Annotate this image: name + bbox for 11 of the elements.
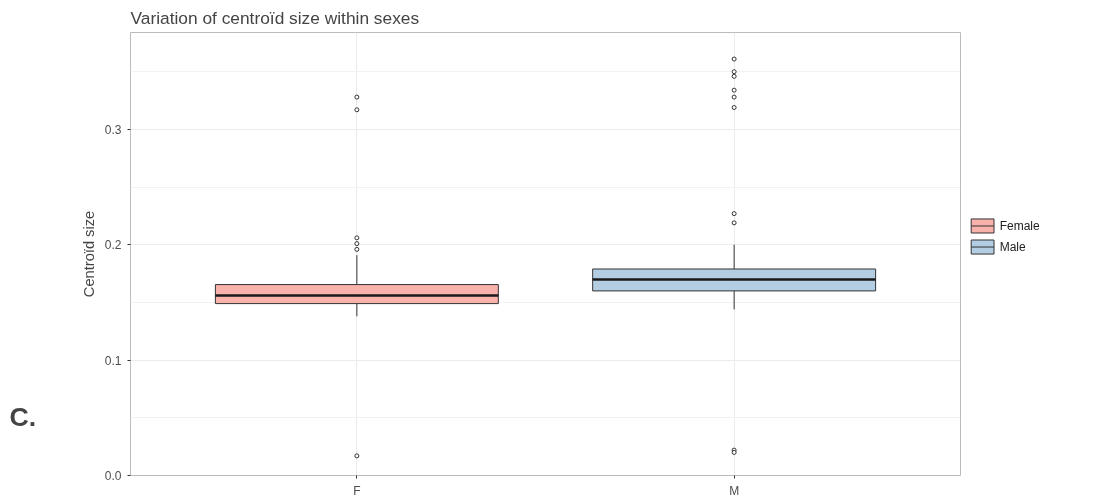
text: C. — [9, 402, 37, 433]
legend-label: Male — [999, 240, 1027, 255]
y-tick-label: 0.0 — [104, 469, 122, 483]
y-axis-title: Centroïd size — [80, 210, 97, 298]
y-tick-label: 0.1 — [104, 353, 122, 368]
y-tick-label: 0.3 — [104, 122, 122, 137]
x-tick-label: F — [353, 483, 361, 496]
y-tick-label: 0.2 — [104, 238, 122, 253]
legend-label: Female — [999, 218, 1041, 233]
x-tick-label: M — [729, 483, 740, 496]
chart-title: Variation of centroïd size within sexes — [130, 7, 420, 28]
